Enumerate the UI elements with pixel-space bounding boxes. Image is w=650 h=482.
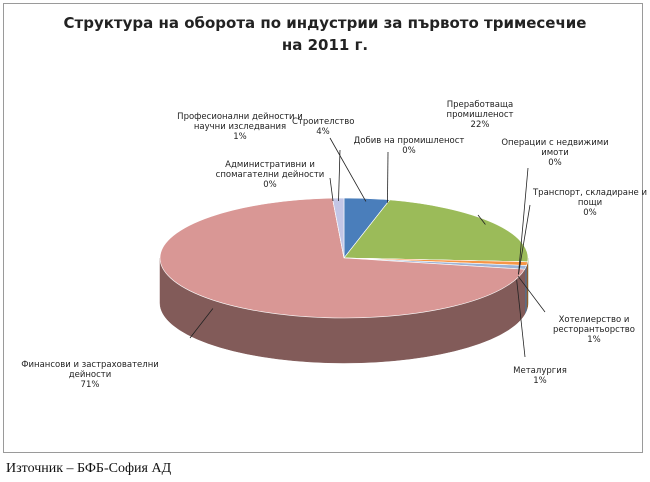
slice-value: 1% [233, 132, 247, 142]
source: Източник – БФБ-София АД [6, 461, 172, 476]
slice-name: Операции с недвижими имоти [501, 138, 609, 158]
slice-value: 0% [263, 180, 277, 190]
slice-name: Транспорт, складиране и пощи [532, 188, 647, 208]
slice-label: Металургия 1% [505, 366, 575, 386]
leader-line [518, 204, 531, 275]
slice-name: Добив на промишленост [353, 136, 465, 146]
slice-label: Добив на промишленост 0% [348, 136, 470, 156]
slice-name: Финансови и застрахователни дейности [21, 360, 159, 380]
slice-value: 71% [80, 380, 100, 390]
slice-label: Административни и спомагателни дейности 0… [208, 160, 332, 190]
slice-label: Преработваща промишленост 22% [432, 100, 528, 130]
slice-value: 0% [583, 208, 597, 218]
slice-name: Професионални дейности и научни изследва… [177, 112, 303, 132]
pie-slice [159, 197, 526, 319]
slice-label: Хотелиерство и ресторантьорство 1% [540, 315, 648, 345]
leader-line [189, 308, 214, 339]
slice-label: Професионални дейности и научни изследва… [160, 112, 320, 142]
slice-label: Транспорт, складиране и пощи 0% [530, 188, 650, 218]
slice-name: Металургия [513, 366, 567, 376]
slice-label: Операции с недвижими имоти 0% [496, 138, 614, 168]
slice-value: 0% [548, 158, 562, 168]
leader-line [387, 151, 389, 203]
leader-line [517, 275, 546, 313]
slice-value: 1% [533, 376, 547, 386]
slice-label: Строителство 4% [292, 117, 354, 137]
slice-value: 22% [470, 120, 490, 130]
pie-slice [343, 199, 529, 263]
chart-frame [3, 3, 643, 453]
slice-value: 0% [402, 146, 416, 156]
slice-name: Строителство [292, 117, 355, 127]
leader-line [518, 167, 529, 275]
leader-line [516, 279, 526, 358]
slice-name: Административни и спомагателни дейности [215, 160, 325, 180]
slice-value: 4% [316, 127, 330, 137]
slice-name: Преработваща промишленост [446, 100, 514, 120]
leader-line [338, 149, 341, 202]
slice-value: 1% [587, 335, 601, 345]
leader-line [329, 137, 367, 202]
slice-name: Хотелиерство и ресторантьорство [552, 315, 635, 335]
leader-line [477, 214, 486, 225]
pie-slice-side [524, 265, 527, 316]
slice-label: Финансови и застрахователни дейности 71% [15, 360, 165, 390]
leader-line [329, 177, 334, 202]
chart-title: Структура на оборота по индустрии за пър… [63, 14, 587, 54]
